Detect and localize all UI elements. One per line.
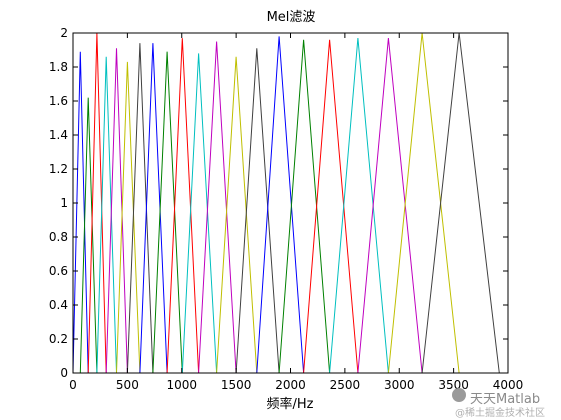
x-tick-label: 500	[116, 378, 139, 392]
y-tick-label: 2	[60, 26, 68, 40]
y-tick-label: 1	[60, 196, 68, 210]
watermark-title: 天天Matlab	[470, 392, 541, 407]
x-tick-label: 2500	[330, 378, 361, 392]
y-tick-label: 0.2	[49, 332, 68, 346]
mel-filter-4	[96, 56, 117, 374]
x-tick-label: 1500	[221, 378, 252, 392]
x-tick-label: 2000	[275, 378, 306, 392]
mel-filter-17	[303, 39, 359, 374]
mel-filter-3	[87, 32, 107, 374]
y-tick-label: 0.4	[49, 298, 68, 312]
filter-series-group	[72, 32, 500, 374]
mel-filter-21	[421, 32, 500, 374]
y-axis: 0 0.2 0.4 0.6 0.8 1 1.2 1.4 1.6 1.8 2	[49, 26, 508, 380]
y-tick-label: 1.4	[49, 128, 68, 142]
watermark-subtitle: @稀土掘金技术社区	[455, 408, 545, 419]
mel-filter-5	[105, 48, 128, 374]
mel-filter-20	[387, 32, 460, 374]
mel-filter-11	[181, 53, 218, 374]
x-tick-label: 4000	[493, 378, 524, 392]
mel-filter-1	[72, 51, 89, 374]
mel-filter-19	[357, 38, 423, 374]
y-tick-label: 1.8	[49, 60, 68, 74]
y-tick-label: 0.6	[49, 264, 68, 278]
mel-filter-12	[198, 41, 237, 374]
x-axis-label: 频率/Hz	[267, 396, 314, 412]
mel-filter-10	[166, 38, 200, 374]
mel-filter-7	[126, 43, 154, 374]
y-tick-label: 0	[60, 366, 68, 380]
mel-filter-15	[256, 36, 305, 374]
mel-filter-6	[116, 61, 141, 374]
chart-title: Mel滤波	[267, 10, 316, 25]
mel-filter-13	[216, 56, 258, 374]
mel-filter-14	[235, 48, 280, 374]
y-tick-label: 1.6	[49, 94, 68, 108]
x-tick-label: 0	[69, 378, 77, 392]
y-tick-label: 1.2	[49, 162, 68, 176]
x-tick-label: 1000	[166, 378, 197, 392]
mel-filter-18	[329, 38, 389, 374]
watermark-logo-icon	[452, 388, 466, 402]
mel-filter-2	[79, 97, 98, 374]
y-tick-label: 0.8	[49, 230, 68, 244]
mel-filter-16	[278, 39, 331, 374]
mel-filter-9	[152, 51, 183, 374]
mel-filter-8	[139, 43, 168, 374]
x-tick-label: 3000	[384, 378, 415, 392]
